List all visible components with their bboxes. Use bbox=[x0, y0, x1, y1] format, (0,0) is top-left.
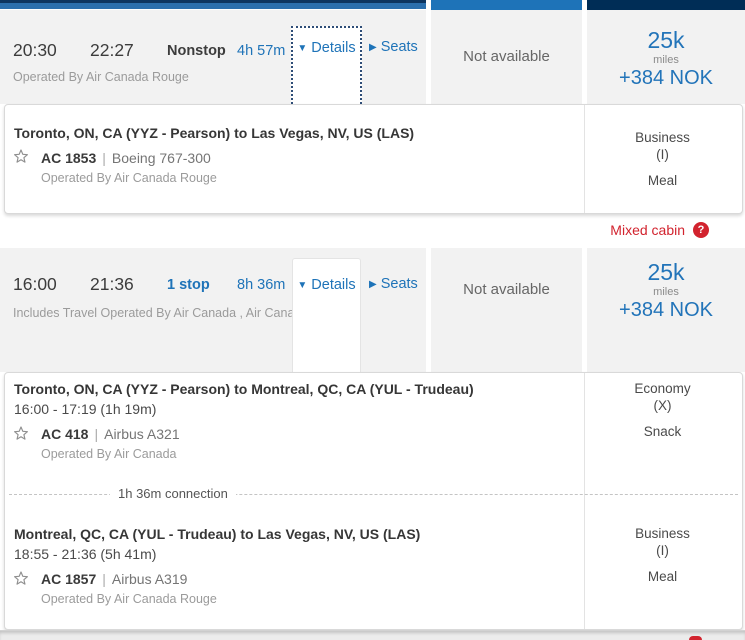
fare-not-available: Not available bbox=[463, 281, 550, 298]
cabin-info: Business (I) Meal bbox=[584, 129, 741, 189]
booking-class: (I) bbox=[656, 147, 669, 162]
operated-by-note: Includes Travel Operated By Air Canada ,… bbox=[13, 306, 349, 320]
segment-operated-by: Operated By Air Canada Rouge bbox=[41, 171, 217, 185]
fare-column-header-navy bbox=[587, 0, 745, 10]
arrival-time: 21:36 bbox=[90, 274, 134, 294]
cabin-name: Business bbox=[635, 526, 690, 541]
separator: | bbox=[102, 150, 106, 166]
departure-time: 20:30 bbox=[13, 40, 57, 60]
meal-service: Meal bbox=[647, 173, 678, 188]
segment-times: 18:55 - 21:36 (5h 41m) bbox=[14, 546, 157, 562]
duration-label: 8h 36m bbox=[237, 277, 286, 293]
stops-label[interactable]: 1 stop bbox=[167, 277, 210, 293]
details-button-label: Details bbox=[311, 40, 356, 56]
flight-number: AC 1857 bbox=[41, 571, 97, 587]
operated-by-note: Operated By Air Canada Rouge bbox=[13, 70, 189, 84]
segment-operated-by: Operated By Air Canada bbox=[41, 447, 177, 461]
meal-service: Snack bbox=[643, 424, 682, 439]
help-badge-clipped bbox=[689, 636, 702, 640]
flight-number: AC 1853 bbox=[41, 150, 97, 166]
separator: | bbox=[102, 571, 106, 587]
seats-button[interactable]: ▶ Seats bbox=[369, 39, 418, 55]
flight-number-line: AC 1857 | Airbus A319 bbox=[41, 571, 187, 587]
flight-number-line: AC 418 | Airbus A321 bbox=[41, 426, 180, 442]
help-icon[interactable]: ? bbox=[693, 222, 709, 238]
flight-row-2-fare-award[interactable] bbox=[587, 248, 745, 372]
details-button-label: Details bbox=[311, 277, 356, 293]
booking-class: (I) bbox=[656, 543, 669, 558]
flight-number: AC 418 bbox=[41, 426, 89, 442]
seats-button-label: Seats bbox=[380, 276, 418, 292]
flight-row-1-fare-unavailable bbox=[431, 10, 582, 104]
next-row-clipped bbox=[0, 630, 745, 640]
seats-button[interactable]: ▶ Seats bbox=[369, 276, 418, 292]
connection-divider bbox=[9, 494, 738, 495]
cabin-name: Business bbox=[635, 130, 690, 145]
chevron-right-icon: ▶ bbox=[369, 42, 377, 53]
award-cash: +384 NOK bbox=[619, 67, 713, 89]
award-miles-unit: miles bbox=[653, 54, 679, 66]
meal-service: Meal bbox=[647, 569, 678, 584]
cabin-column-divider bbox=[584, 105, 742, 213]
airline-star-icon bbox=[13, 570, 29, 591]
chevron-down-icon: ▼ bbox=[297, 280, 308, 291]
details-button[interactable]: ▼ Details bbox=[291, 26, 362, 104]
details-button[interactable]: ▼ Details bbox=[292, 258, 361, 373]
mixed-cabin-label: Mixed cabin bbox=[610, 222, 685, 238]
aircraft-type: Airbus A321 bbox=[104, 426, 180, 442]
award-miles: 25k bbox=[647, 259, 685, 285]
award-miles: 25k bbox=[647, 27, 685, 53]
segment-route: Toronto, ON, CA (YYZ - Pearson) to Montr… bbox=[14, 381, 474, 397]
departure-time: 16:00 bbox=[13, 274, 57, 294]
cabin-info: Economy (X) Snack bbox=[584, 380, 741, 440]
cabin-column-divider bbox=[584, 373, 742, 629]
booking-class: (X) bbox=[653, 398, 672, 413]
aircraft-type: Airbus A319 bbox=[111, 571, 188, 587]
award-miles-unit: miles bbox=[653, 286, 679, 298]
duration-label: 4h 57m bbox=[237, 43, 286, 59]
airline-star-icon bbox=[13, 148, 29, 169]
chevron-right-icon: ▶ bbox=[369, 279, 377, 290]
cabin-info: Business (I) Meal bbox=[584, 525, 741, 585]
chevron-down-icon: ▼ bbox=[297, 43, 308, 54]
flight-row-1-fare-award[interactable] bbox=[587, 10, 745, 104]
cabin-name: Economy bbox=[634, 381, 691, 396]
segment-times: 16:00 - 17:19 (1h 19m) bbox=[14, 401, 157, 417]
award-price[interactable]: 25k miles +384 NOK bbox=[587, 259, 745, 322]
fare-not-available: Not available bbox=[463, 48, 550, 65]
separator: | bbox=[94, 426, 99, 442]
award-cash: +384 NOK bbox=[619, 299, 713, 321]
segment-operated-by: Operated By Air Canada Rouge bbox=[41, 592, 217, 606]
airline-star-icon bbox=[13, 425, 29, 446]
connection-label: 1h 36m connection bbox=[110, 486, 236, 501]
details-panel-2: Toronto, ON, CA (YYZ - Pearson) to Montr… bbox=[4, 372, 743, 630]
segment-route: Montreal, QC, CA (YUL - Trudeau) to Las … bbox=[14, 526, 421, 542]
header-strip-blue bbox=[0, 3, 426, 9]
flight-row-2-fare-unavailable bbox=[431, 248, 582, 372]
arrival-time: 22:27 bbox=[90, 40, 134, 60]
stops-label: Nonstop bbox=[167, 43, 226, 59]
seats-button-label: Seats bbox=[380, 39, 418, 55]
fare-column-header-blue bbox=[431, 0, 582, 10]
segment-route: Toronto, ON, CA (YYZ - Pearson) to Las V… bbox=[14, 125, 415, 141]
flight-number-line: AC 1853 | Boeing 767-300 bbox=[41, 150, 211, 166]
header-strip-dark bbox=[0, 0, 426, 3]
details-panel-1: Toronto, ON, CA (YYZ - Pearson) to Las V… bbox=[4, 104, 743, 214]
award-price[interactable]: 25k miles +384 NOK bbox=[587, 27, 745, 90]
aircraft-type: Boeing 767-300 bbox=[111, 150, 211, 166]
